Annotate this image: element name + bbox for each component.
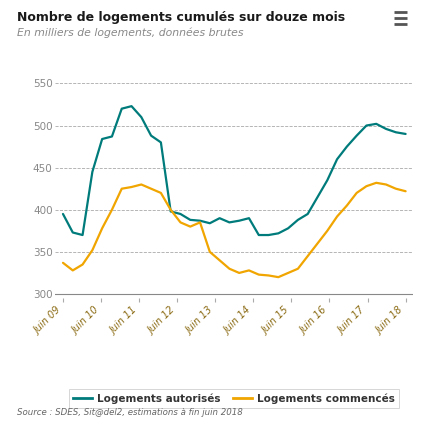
Text: Source : SDES, Sit@del2, estimations à fin juin 2018: Source : SDES, Sit@del2, estimations à f… [17,408,243,417]
Text: Nombre de logements cumulés sur douze mois: Nombre de logements cumulés sur douze mo… [17,11,345,24]
Legend: Logements autorisés, Logements commencés: Logements autorisés, Logements commencés [69,389,399,408]
Text: En milliers de logements, données brutes: En milliers de logements, données brutes [17,28,244,38]
